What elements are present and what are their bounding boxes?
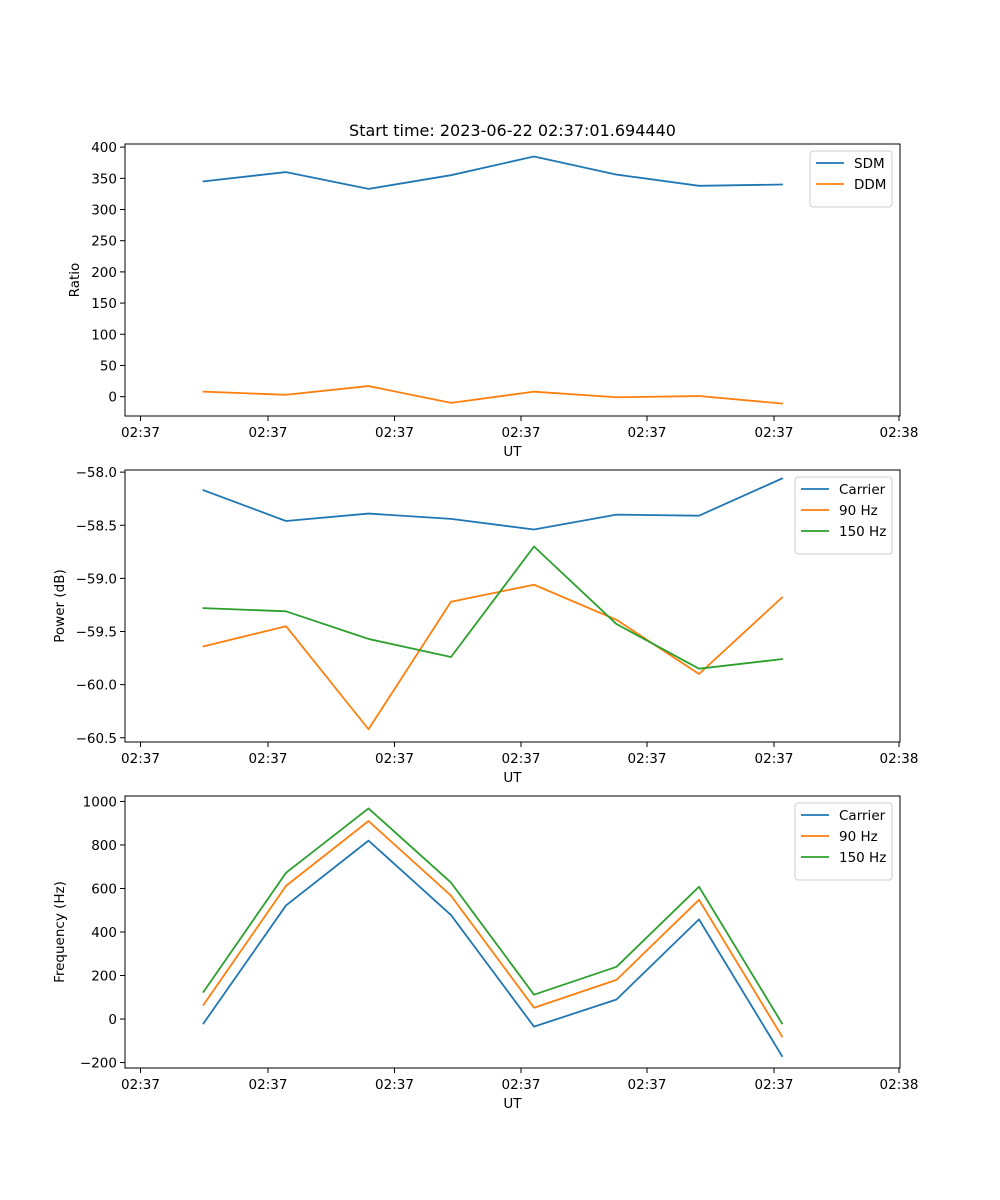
series-line-150-hz [202, 807, 784, 1025]
x-tick-label: 02:37 [249, 1077, 288, 1093]
chart-panel-2: 02:37 02:37 02:37 02:37 02:37 02:37 02:38 −60.5… [52, 465, 918, 786]
y-axis-label: Ratio [67, 263, 83, 298]
series-line-ddm [202, 385, 783, 405]
legend: Carrier 90 Hz 150 Hz [794, 802, 893, 881]
y-tick-label: −60.5 [76, 731, 117, 747]
axes-frame [124, 143, 901, 417]
y-tick-label: 350 [91, 171, 117, 187]
x-tick-label: 02:37 [121, 751, 160, 767]
series-line-carrier [202, 839, 784, 1058]
legend-frame [794, 476, 893, 555]
y-tick-label: −200 [80, 1056, 117, 1072]
y-tick-label: 400 [91, 925, 117, 941]
y-tick-label: 250 [91, 234, 117, 250]
x-tick-label: 02:37 [628, 751, 667, 767]
y-tick-label: 0 [108, 390, 117, 406]
x-tick-label: 02:37 [249, 425, 288, 441]
y-tick-label: −58.0 [76, 465, 117, 481]
x-tick-label: 02:38 [880, 1077, 919, 1093]
x-tick-label: 02:37 [375, 751, 414, 767]
y-tick-label: 50 [100, 358, 117, 374]
legend-frame [794, 802, 893, 881]
series-line-sdm [202, 155, 783, 190]
y-tick-label: 800 [91, 838, 117, 854]
legend-entry: DDM [854, 177, 886, 193]
series-line-90-hz [202, 820, 784, 1038]
x-tick-label: 02:37 [755, 425, 794, 441]
y-tick-label: 200 [91, 265, 117, 281]
legend: SDM DDM [809, 150, 893, 208]
x-axis-label: UT [503, 770, 522, 786]
chart-title: Start time: 2023-06-22 02:37:01.694440 [349, 121, 676, 140]
y-tick-label: 600 [91, 881, 117, 897]
x-tick-label: 02:37 [375, 425, 414, 441]
x-tick-label: 02:37 [249, 751, 288, 767]
legend-entry: Carrier [839, 482, 886, 498]
legend-frame [809, 150, 893, 208]
x-tick-label: 02:37 [502, 751, 541, 767]
x-tick-label: 02:37 [628, 425, 667, 441]
legend-entry: 150 Hz [839, 524, 886, 540]
y-tick-label: 1000 [83, 794, 117, 810]
legend-entry: 90 Hz [839, 829, 878, 845]
y-tick-label: 400 [91, 140, 117, 156]
x-tick-label: 02:37 [628, 1077, 667, 1093]
series-line-90-hz [202, 583, 784, 731]
x-tick-label: 02:38 [880, 425, 919, 441]
chart-panels: 02:37 02:37 02:37 02:37 02:37 02:37 02:38 0 50 10… [52, 121, 918, 1112]
x-tick-label: 02:37 [755, 751, 794, 767]
y-tick-label: 150 [91, 296, 117, 312]
x-tick-label: 02:37 [755, 1077, 794, 1093]
y-tick-label: −60.0 [76, 678, 117, 694]
x-axis-label: UT [503, 1096, 522, 1112]
y-axis-label: Power (dB) [52, 569, 68, 642]
x-tick-label: 02:38 [880, 751, 919, 767]
y-tick-label: 100 [91, 327, 117, 343]
y-tick-label: −59.0 [76, 571, 117, 587]
y-tick-label: 0 [108, 1012, 117, 1028]
y-axis-label: Frequency (Hz) [52, 881, 68, 983]
legend-entry: 150 Hz [839, 850, 886, 866]
x-tick-label: 02:37 [121, 1077, 160, 1093]
legend: Carrier 90 Hz 150 Hz [794, 476, 893, 555]
y-tick-label: 200 [91, 969, 117, 985]
axes-frame [124, 469, 901, 743]
chart-panel-3: 02:37 02:37 02:37 02:37 02:37 02:37 02:38 −200 0… [52, 794, 918, 1112]
x-tick-label: 02:37 [375, 1077, 414, 1093]
y-tick-label: −59.5 [76, 625, 117, 641]
y-tick-label: 300 [91, 203, 117, 219]
y-tick-label: −58.5 [76, 518, 117, 534]
legend-entry: Carrier [839, 808, 886, 824]
legend-entry: 90 Hz [839, 503, 878, 519]
series-line-carrier [202, 477, 784, 531]
x-tick-label: 02:37 [502, 1077, 541, 1093]
x-tick-label: 02:37 [502, 425, 541, 441]
x-tick-label: 02:37 [121, 425, 160, 441]
legend-entry: SDM [854, 156, 885, 172]
chart-panel-1: 02:37 02:37 02:37 02:37 02:37 02:37 02:38 0 50 10… [67, 121, 918, 460]
x-axis-label: UT [503, 444, 522, 460]
series-line-150-hz [202, 545, 783, 670]
axes-frame [124, 795, 901, 1069]
